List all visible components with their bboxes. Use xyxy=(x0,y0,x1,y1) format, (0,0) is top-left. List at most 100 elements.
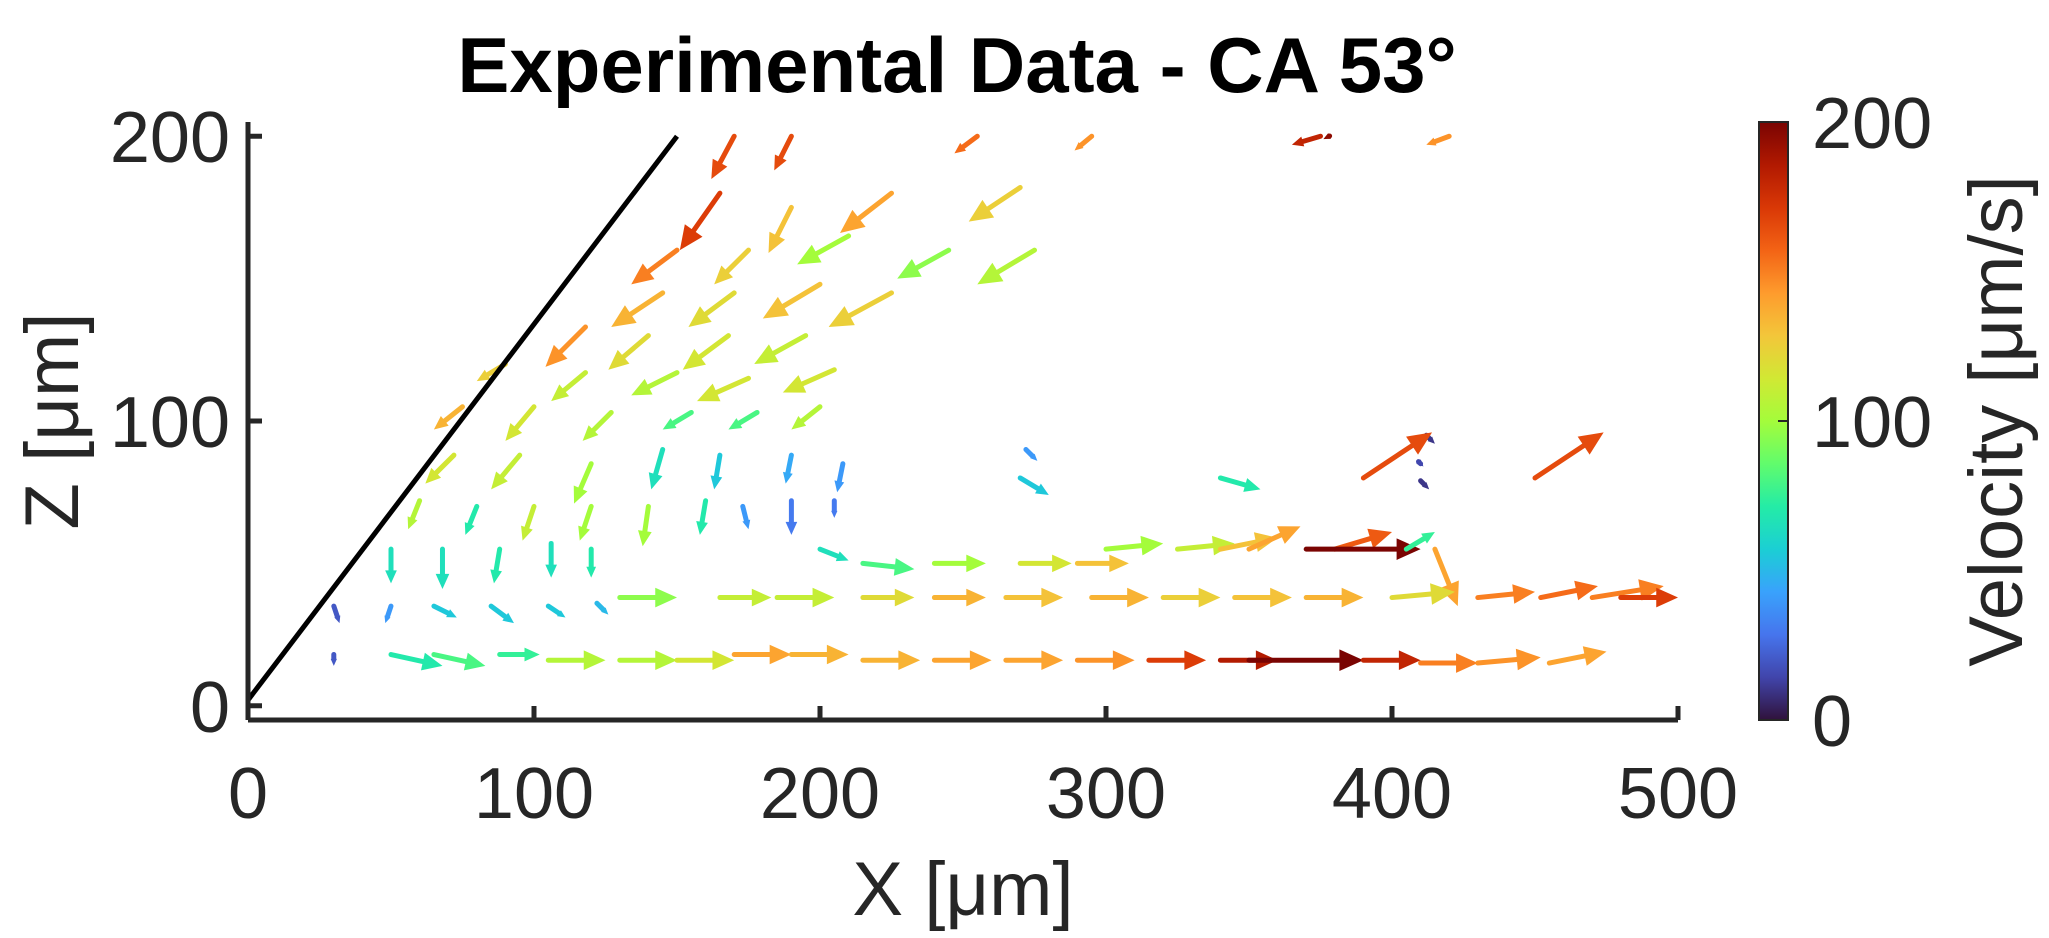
velocity-arrow xyxy=(731,644,792,665)
velocity-arrow-shaft xyxy=(1023,446,1035,459)
y-tick-label: 200 xyxy=(110,98,230,178)
velocity-arrow-shaft xyxy=(1217,475,1248,488)
velocity-arrow-shaft xyxy=(799,367,837,387)
velocity-arrow-head xyxy=(840,209,866,234)
x-axis-label: X [μm] xyxy=(852,847,1073,932)
velocity-arrow-head xyxy=(385,570,397,584)
velocity-arrow-head xyxy=(545,564,558,578)
velocity-arrow xyxy=(774,587,835,608)
velocity-arrow xyxy=(1003,650,1064,670)
velocity-arrow-shaft xyxy=(995,247,1037,275)
velocity-arrow xyxy=(1160,587,1221,608)
velocity-arrow xyxy=(817,546,849,562)
velocity-arrow xyxy=(1291,133,1323,147)
velocity-arrow-head xyxy=(826,644,849,665)
velocity-arrow xyxy=(931,554,986,573)
y-ticks: 0 100 200 xyxy=(110,98,262,748)
velocity-arrow xyxy=(617,650,677,670)
velocity-arrow-head xyxy=(954,142,967,154)
velocity-arrow-head xyxy=(1041,650,1064,670)
velocity-arrow xyxy=(1074,554,1129,573)
velocity-arrow xyxy=(1017,554,1072,573)
velocity-arrow xyxy=(1089,587,1149,608)
velocity-arrow xyxy=(638,503,652,547)
velocity-arrow-head xyxy=(545,344,568,367)
velocity-arrow xyxy=(617,587,677,608)
velocity-arrow xyxy=(1475,648,1541,671)
velocity-arrow-shaft xyxy=(499,452,523,479)
velocity-arrow xyxy=(679,190,723,251)
velocity-arrow xyxy=(1074,650,1135,670)
velocity-arrow-head xyxy=(1582,646,1607,666)
velocity-arrow xyxy=(788,644,849,665)
velocity-arrow-head xyxy=(1112,650,1135,670)
velocity-arrow-shaft xyxy=(545,603,562,616)
velocity-arrow-head xyxy=(1030,453,1038,461)
velocity-arrow-head xyxy=(502,612,514,624)
velocity-arrow xyxy=(717,588,772,607)
velocity-arrow-shaft xyxy=(410,498,423,521)
velocity-arrow-head xyxy=(682,348,706,370)
velocity-arrow xyxy=(860,588,915,607)
velocity-arrow xyxy=(1618,587,1678,608)
wall-line xyxy=(246,134,679,702)
velocity-arrow-shaft xyxy=(642,503,651,534)
velocity-arrow-head xyxy=(711,158,728,179)
velocity-arrow-shaft xyxy=(1103,543,1144,552)
velocity-arrow-head xyxy=(638,530,652,547)
velocity-arrow xyxy=(897,247,952,279)
velocity-arrow-head xyxy=(601,607,609,615)
velocity-arrow-shaft xyxy=(856,190,894,221)
velocity-arrow-head xyxy=(831,510,838,518)
x-tick-label: 200 xyxy=(760,754,880,834)
velocity-arrow-head xyxy=(407,516,418,530)
velocity-arrow-head xyxy=(710,475,723,490)
velocity-arrow-shaft xyxy=(1538,587,1579,601)
velocity-arrow-head xyxy=(1367,528,1392,549)
velocity-arrow xyxy=(431,603,457,618)
velocity-arrow-head xyxy=(1291,136,1305,147)
velocity-arrow-head xyxy=(1211,535,1235,556)
velocity-arrow xyxy=(782,452,794,484)
velocity-arrow-shaft xyxy=(817,546,841,559)
velocity-arrow-head xyxy=(334,615,341,624)
velocity-arrow-shaft xyxy=(836,461,846,484)
velocity-arrow-head xyxy=(1430,583,1455,605)
velocity-arrow-shaft xyxy=(1017,475,1041,492)
velocity-arrow-head xyxy=(751,588,772,607)
velocity-arrow-head xyxy=(1421,532,1435,544)
velocity-arrow-shaft xyxy=(331,603,340,620)
velocity-arrow-head xyxy=(1109,554,1129,573)
velocity-arrow xyxy=(331,603,341,624)
velocity-arrow xyxy=(688,290,737,328)
velocity-arrow-head xyxy=(898,650,921,670)
velocity-arrow xyxy=(860,650,921,670)
velocity-arrow xyxy=(1360,432,1433,481)
velocity-arrow-head xyxy=(742,519,751,530)
velocity-arrow-head xyxy=(582,425,599,441)
velocity-arrow xyxy=(464,503,480,535)
velocity-arrow xyxy=(1538,580,1598,601)
x-tick-label: 400 xyxy=(1332,754,1452,834)
velocity-arrow-head xyxy=(1041,587,1064,608)
velocity-arrow xyxy=(1418,653,1478,673)
velocity-arrow-shaft xyxy=(653,446,666,477)
velocity-arrow-head xyxy=(1277,526,1301,544)
velocity-arrow-shaft xyxy=(736,409,760,426)
velocity-arrow-head xyxy=(446,609,457,618)
velocity-arrow-head xyxy=(586,566,597,578)
y-axis-label: Z [μm] xyxy=(10,313,95,530)
velocity-arrow-head xyxy=(1426,137,1437,146)
velocity-arrow-shaft xyxy=(1432,133,1452,145)
velocity-arrow xyxy=(388,652,443,671)
velocity-arrow-head xyxy=(1052,554,1072,573)
velocity-arrow-head xyxy=(714,265,734,285)
velocity-arrow-shaft xyxy=(703,290,737,317)
velocity-arrow-head xyxy=(966,588,986,607)
velocity-arrow-shaft xyxy=(1217,539,1259,552)
velocity-arrow xyxy=(697,375,751,402)
velocity-arrow xyxy=(1532,432,1604,481)
velocity-arrow-shaft xyxy=(985,184,1023,212)
velocity-arrow-shaft xyxy=(431,652,469,665)
